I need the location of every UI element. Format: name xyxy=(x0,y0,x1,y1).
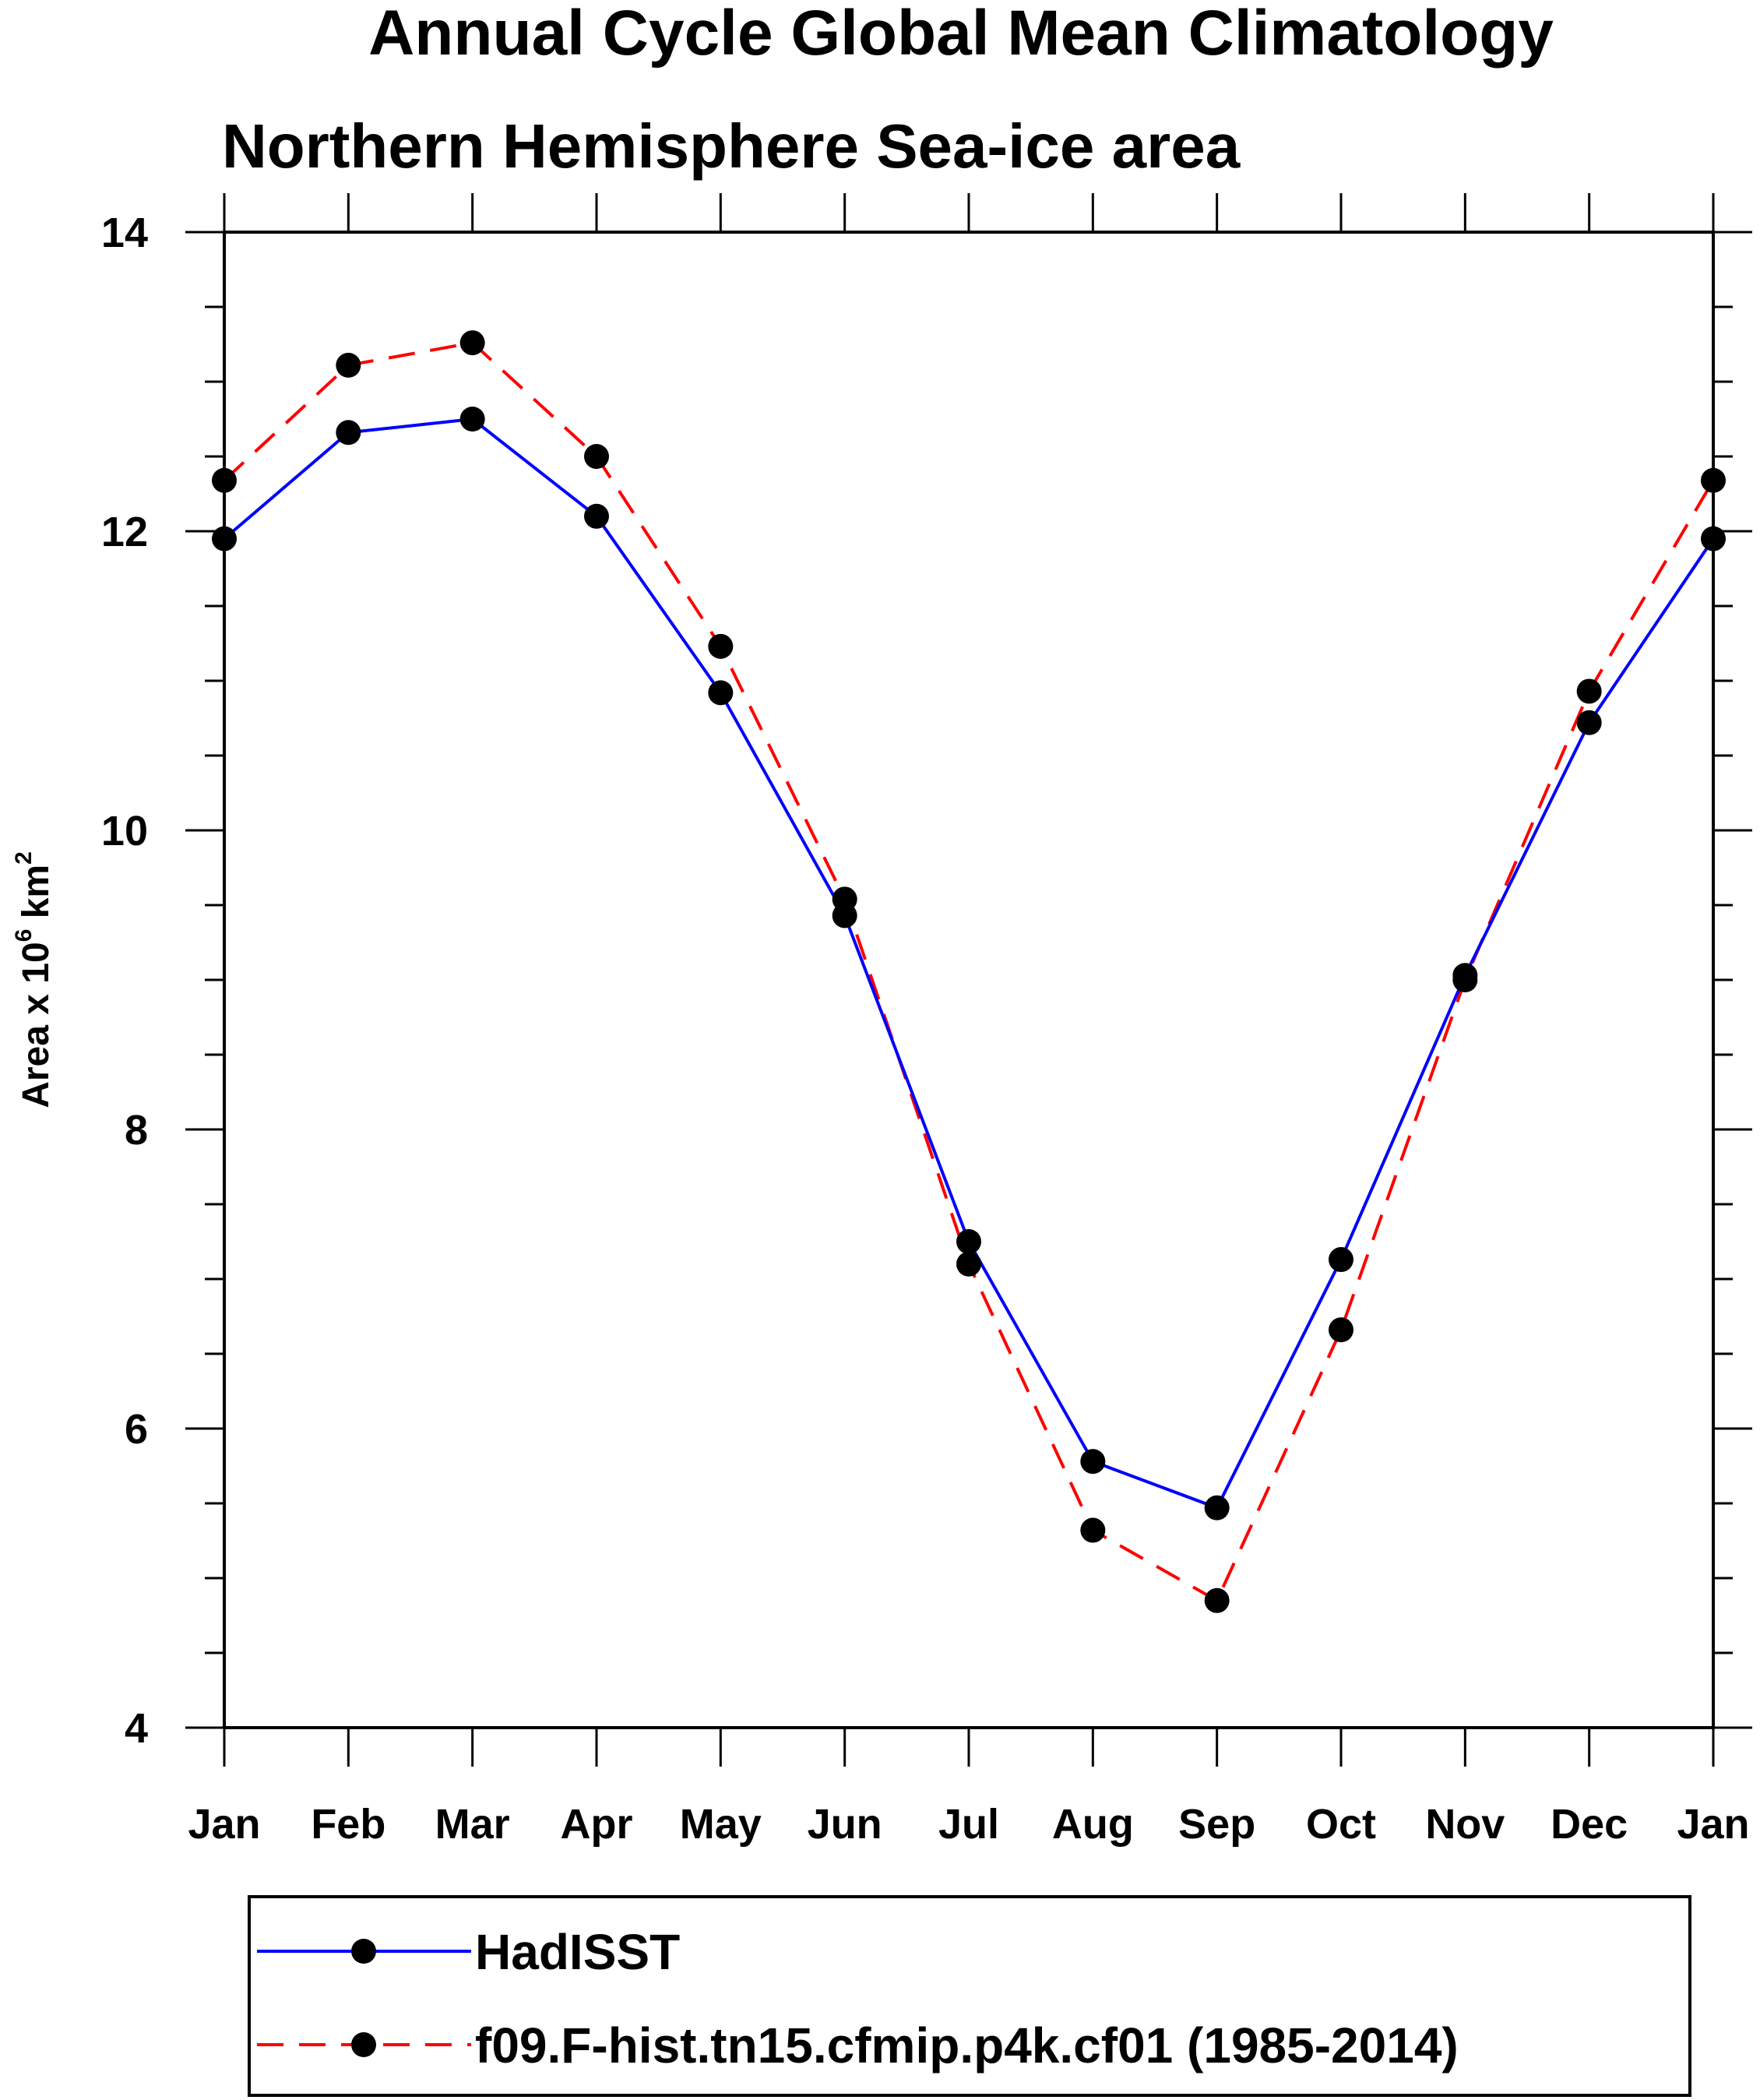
legend-label-model: f09.F-hist.tn15.cfmip.p4k.cf01 (1985-201… xyxy=(475,2017,1459,2074)
series-line-1 xyxy=(223,341,1715,1602)
series-0-point xyxy=(584,503,609,529)
y-axis-label-unit: km xyxy=(16,865,57,929)
series-1-point xyxy=(708,633,734,659)
legend-box xyxy=(248,1895,1691,2097)
x-tick-label: Jan xyxy=(1677,1801,1749,1848)
series-0-point xyxy=(1701,526,1726,551)
x-tick-label: Jun xyxy=(808,1801,882,1848)
series-0-point xyxy=(212,526,237,551)
series-1-point xyxy=(1701,467,1726,493)
y-tick-label: 14 xyxy=(101,210,148,256)
chart-title: Annual Cycle Global Mean Climatology xyxy=(368,0,1554,69)
x-tick-label: Oct xyxy=(1306,1801,1376,1848)
chart-subtitle: Northern Hemisphere Sea-ice area xyxy=(222,111,1241,181)
x-tick-label: Aug xyxy=(1052,1801,1134,1848)
series-1-point xyxy=(212,467,237,493)
series-1-point xyxy=(1452,967,1478,992)
series-0-point xyxy=(336,420,361,446)
y-tick-label: 8 xyxy=(125,1107,148,1154)
series-0-point xyxy=(1576,710,1602,735)
series-1-point xyxy=(584,444,609,469)
axes-layer: 4 6 8 10 12 14 Jan Feb Mar Apr May Jun Jul Aug Sep Oct N… xyxy=(101,193,1752,1848)
series-1-point xyxy=(459,330,485,356)
series-1-point xyxy=(1329,1317,1353,1343)
x-tick-label: Jul xyxy=(938,1801,999,1848)
series-1-point xyxy=(1576,678,1602,704)
y-tick-label: 4 xyxy=(125,1705,148,1752)
legend-label-hadisst: HadISST xyxy=(475,1924,680,1980)
series-0-point xyxy=(956,1229,981,1254)
legend-entry-model: f09.F-hist.tn15.cfmip.p4k.cf01 (1985-201… xyxy=(257,2017,1459,2074)
x-tick-label: Feb xyxy=(311,1801,385,1848)
plot-frame xyxy=(223,231,1715,1729)
x-tick-label: Nov xyxy=(1425,1801,1505,1848)
legend-entry-hadisst: HadISST xyxy=(257,1924,680,1980)
y-axis-label-unit-exp: 2 xyxy=(11,851,37,865)
y-tick-label: 12 xyxy=(101,509,148,555)
series-0-point xyxy=(1329,1247,1353,1273)
y-axis-label-main: Area x 10 xyxy=(16,942,57,1108)
legend-marker-hadisst xyxy=(351,1939,376,1964)
series-line-0 xyxy=(223,418,1715,1510)
series-1-point xyxy=(1204,1587,1230,1613)
y-axis-label-exp: 6 xyxy=(11,929,37,943)
series-1-point xyxy=(832,886,857,912)
series-layer xyxy=(212,330,1726,1613)
x-tick-label: Mar xyxy=(435,1801,510,1848)
series-1-point xyxy=(956,1251,981,1277)
y-tick-label: 10 xyxy=(101,808,148,854)
x-tick-label: Sep xyxy=(1178,1801,1255,1848)
legend-marker-model xyxy=(351,2032,376,2057)
series-0-point xyxy=(1204,1495,1230,1520)
x-tick-label: Jan xyxy=(188,1801,260,1848)
x-tick-label: Dec xyxy=(1551,1801,1628,1848)
series-1-point xyxy=(1080,1517,1106,1543)
series-0-point xyxy=(708,680,734,706)
x-tick-label: Apr xyxy=(561,1801,633,1848)
series-1-point xyxy=(336,352,361,378)
y-axis-label: Area x 106 km2 xyxy=(11,851,57,1108)
series-0-point xyxy=(459,407,485,432)
x-tick-label: May xyxy=(680,1801,762,1848)
y-tick-label: 6 xyxy=(125,1406,148,1453)
series-0-point xyxy=(1080,1449,1106,1475)
